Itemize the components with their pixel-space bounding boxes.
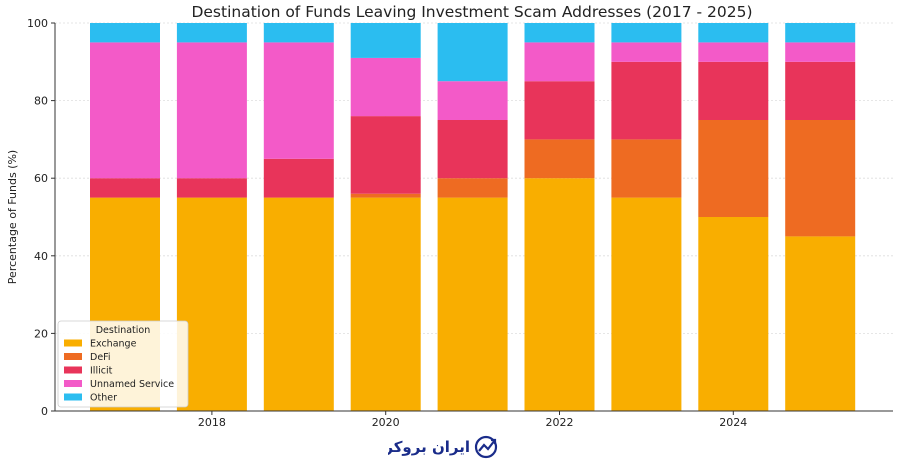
bar-segment-defi — [350, 193, 421, 198]
legend-swatch — [64, 339, 82, 347]
bar-segment-other — [785, 23, 856, 43]
bar-segment-illicit — [90, 178, 160, 198]
bar-segment-defi — [698, 120, 769, 217]
legend-label: Unnamed Service — [90, 379, 174, 390]
bar-segment-other — [176, 23, 247, 43]
bar-segment-exchange — [611, 197, 682, 411]
bar-segment-illicit — [524, 81, 595, 140]
bar-segment-exchange — [176, 197, 247, 411]
bar-segment-unnamed-service — [611, 42, 682, 62]
x-tick-label: 2022 — [546, 416, 574, 429]
bar-segment-illicit — [437, 120, 508, 179]
trend-chart-logo-icon — [474, 435, 498, 459]
legend-label: DeFi — [90, 352, 111, 363]
bar-segment-unnamed-service — [785, 42, 856, 62]
bar-segment-exchange — [437, 197, 508, 411]
y-tick-label: 100 — [27, 17, 48, 30]
bar-segment-exchange — [350, 197, 421, 411]
axes — [54, 23, 893, 412]
legend: Destination Exchange DeFi Illicit Unnamed Se… — [57, 320, 189, 408]
bar-segment-unnamed-service — [263, 42, 334, 159]
bar-segment-illicit — [785, 61, 856, 120]
bar-segment-unnamed-service — [176, 42, 247, 179]
y-tick-label: 80 — [34, 95, 48, 108]
bar-segment-illicit — [350, 116, 421, 194]
bar-segment-other — [611, 23, 682, 43]
legend-swatch — [64, 366, 82, 374]
y-tick-label: 0 — [41, 405, 48, 418]
chart-title: Destination of Funds Leaving Investment … — [191, 3, 752, 21]
bar-segment-other — [350, 23, 421, 58]
legend-swatch — [64, 353, 82, 360]
bar-segment-unnamed-service — [524, 42, 595, 82]
bar-segment-defi — [524, 139, 595, 179]
x-tick-label: 2020 — [372, 416, 400, 429]
bar-segment-other — [263, 23, 334, 43]
bar-segment-unnamed-service — [90, 42, 160, 179]
tick-labels: 0 20 40 60 80 100 2018 2020 2022 2024 — [27, 17, 747, 429]
y-axis-label: Percentage of Funds (%) — [6, 150, 19, 284]
y-tick-label: 40 — [34, 250, 48, 263]
watermark-logo: ایران بروکر — [383, 432, 508, 462]
y-tick-label: 60 — [34, 172, 48, 185]
bar-segment-unnamed-service — [698, 42, 769, 62]
bars — [90, 23, 856, 411]
bar-segment-unnamed-service — [350, 57, 421, 117]
legend-label: Other — [90, 393, 117, 404]
y-tick-label: 20 — [34, 327, 48, 340]
legend-label: Illicit — [90, 366, 113, 377]
bar-segment-exchange — [785, 236, 856, 411]
bar-segment-illicit — [176, 178, 247, 198]
bar-segment-illicit — [611, 61, 682, 140]
bar-segment-illicit — [263, 158, 334, 198]
bar-segment-unnamed-service — [437, 81, 508, 120]
bar-segment-exchange — [698, 217, 769, 411]
legend-swatch — [64, 380, 82, 387]
bar-segment-defi — [437, 178, 508, 198]
bar-segment-other — [90, 23, 160, 43]
legend-title: Destination — [96, 325, 151, 336]
bar-segment-illicit — [698, 61, 769, 120]
bar-segment-other — [698, 23, 769, 43]
bar-segment-defi — [611, 139, 682, 198]
bar-segment-other — [524, 23, 595, 43]
bar-segment-exchange — [263, 197, 334, 411]
x-tick-label: 2018 — [198, 416, 226, 429]
bar-segment-exchange — [524, 178, 595, 411]
bar-segment-defi — [785, 120, 856, 237]
legend-swatch — [64, 393, 82, 401]
bar-segment-other — [437, 23, 508, 82]
legend-label: Exchange — [90, 339, 137, 350]
watermark-text: ایران بروکر — [388, 438, 470, 456]
x-tick-label: 2024 — [719, 416, 747, 429]
legend-box — [57, 320, 189, 408]
